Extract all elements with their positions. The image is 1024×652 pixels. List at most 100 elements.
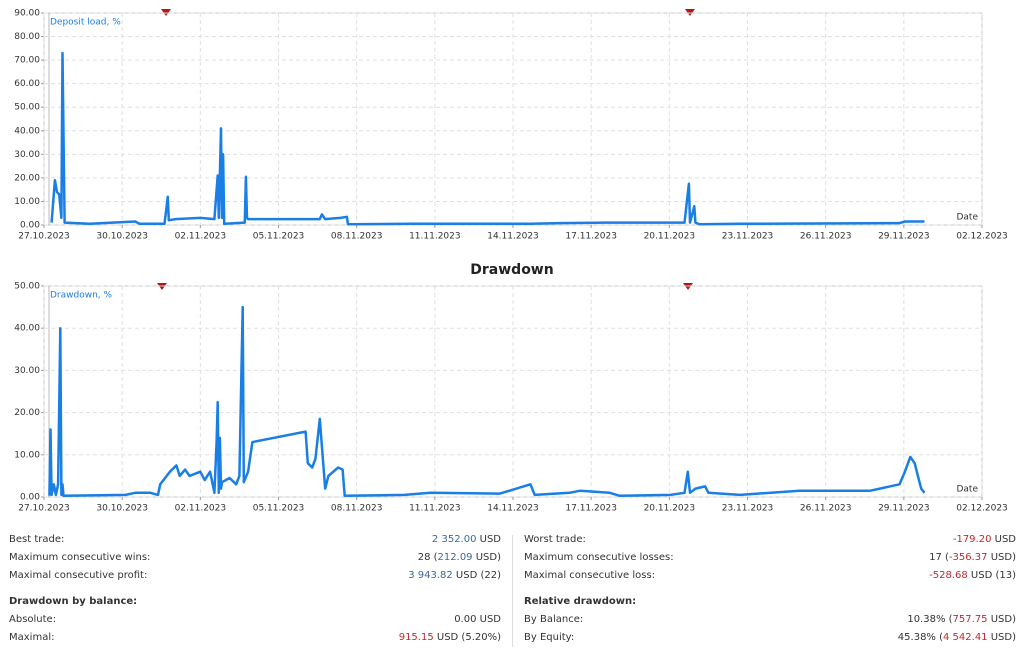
stat-text: 28 ( [417,552,438,563]
x-axis-label: Date [956,213,978,223]
stat-row: Absolute: 0.00 USD [9,611,501,629]
x-tick-label: 23.11.2023 [722,504,774,514]
stat-text: USD (13) [967,570,1016,581]
x-axis-label: Date [956,485,978,495]
stat-text: USD) [472,552,501,563]
divider [512,535,513,647]
stat-text: 45.38% ( [897,632,944,643]
x-tick-label: 23.11.2023 [722,232,774,242]
series-label: Deposit load, % [50,18,121,28]
y-tick-label: 20.00 [14,173,40,183]
x-tick-label: 11.11.2023 [409,232,461,242]
stat-label: Maximum consecutive losses: [524,552,674,563]
y-tick-label: 50.00 [14,103,40,113]
stat-text: 212.09 [437,552,473,563]
stat-row: Best trade: 2 352.00 USD [9,531,501,549]
stats: Best trade: 2 352.00 USD Maximum consecuti… [0,531,1024,652]
charts: 0.00 10.00 20.00 30.00 40.00 50.00 60.00 70.00 8… [14,9,1008,514]
stat-value: 3 943.82 USD (22) [408,567,501,585]
stat-row: Maximal consecutive profit: 3 943.82 USD … [9,567,501,585]
x-tick-label: 30.10.2023 [96,504,148,514]
stat-text: -528.68 [929,570,968,581]
stat-value: 2 352.00 USD [432,531,501,549]
series-label: Drawdown, % [50,291,113,301]
stat-text: USD) [987,552,1016,563]
y-tick-label: 50.00 [14,282,40,292]
stat-label: Worst trade: [524,534,586,545]
line-series [48,305,926,497]
stat-value: -528.68 USD (13) [929,567,1016,585]
x-tick-label: 26.11.2023 [800,504,852,514]
x-tick-label: 02.12.2023 [956,504,1008,514]
x-tick-label: 02.11.2023 [175,232,227,242]
section-heading: Relative drawdown: [524,596,637,607]
x-tick-label: 14.11.2023 [487,504,539,514]
x-tick-label: 02.11.2023 [175,504,227,514]
x-tick-label: 05.11.2023 [253,504,305,514]
stat-label: Maximal consecutive loss: [524,570,656,581]
x-tick-label: 30.10.2023 [96,232,148,242]
stat-text: USD) [987,614,1016,625]
x-tick-label: 11.11.2023 [409,504,461,514]
y-tick-label: 30.00 [14,366,40,376]
stat-row: By Equity: 45.38% (4 542.41 USD) [524,629,1016,647]
stat-value: 0.00 USD [454,611,501,629]
x-tick-label: 14.11.2023 [487,232,539,242]
y-tick-label: 0.00 [20,493,40,503]
stat-value: 915.15 USD (5.20%) [399,629,501,647]
stat-value: 28 (212.09 USD) [418,549,501,567]
y-tick-label: 60.00 [14,79,40,89]
x-tick-label: 05.11.2023 [253,232,305,242]
x-tick-label: 29.11.2023 [878,232,930,242]
y-tick-label: 90.00 [14,9,40,19]
y-tick-label: 0.00 [20,221,40,231]
stat-row: Maximum consecutive wins: 28 (212.09 USD) [9,549,501,567]
stat-text: 17 ( [929,552,949,563]
stat-value: 17 (-356.37 USD) [929,549,1016,567]
stat-row: Maximum consecutive losses: 17 (-356.37 U… [524,549,1016,567]
stat-text: 915.15 [398,632,434,643]
stat-text: 0.00 USD [454,614,501,625]
stat-column: Best trade: 2 352.00 USD Maximum consecuti… [9,531,501,647]
y-tick-label: 40.00 [14,126,40,136]
x-tick-label: 27.10.2023 [18,504,70,514]
stat-label: Maximal consecutive profit: [9,570,148,581]
stat-text: USD [476,534,501,545]
y-tick-label: 20.00 [14,408,40,418]
y-tick-label: 70.00 [14,56,40,66]
y-tick-label: 80.00 [14,32,40,42]
stat-text: 2 352.00 [431,534,477,545]
stat-text: USD (5.20%) [433,632,501,643]
x-tick-label: 08.11.2023 [331,504,383,514]
stat-text: 757.75 [952,614,988,625]
stat-label: Best trade: [9,534,65,545]
x-tick-label: 29.11.2023 [878,504,930,514]
stat-label: By Equity: [524,632,575,643]
stat-value: 10.38% (757.75 USD) [907,611,1016,629]
stat-value: 45.38% (4 542.41 USD) [898,629,1016,647]
stat-row: Maximal: 915.15 USD (5.20%) [9,629,501,647]
stat-row: Worst trade: -179.20 USD [524,531,1016,549]
y-tick-label: 30.00 [14,150,40,160]
stat-text: 3 943.82 [408,570,453,581]
stat-text: 4 542.41 [943,632,988,643]
stat-row: By Balance: 10.38% (757.75 USD) [524,611,1016,629]
stat-text: -179.20 [952,534,992,545]
stat-row: Maximal consecutive loss: -528.68 USD (13… [524,567,1016,585]
x-tick-label: 08.11.2023 [331,232,383,242]
chart-title: Drawdown [470,262,553,278]
x-tick-label: 27.10.2023 [18,232,70,242]
y-tick-label: 40.00 [14,324,40,334]
stat-text: USD (22) [452,570,501,581]
stat-text: -356.37 [948,552,988,563]
x-tick-label: 02.12.2023 [956,232,1008,242]
stat-text: USD [991,534,1016,545]
x-tick-label: 17.11.2023 [565,232,617,242]
stat-label: Absolute: [9,614,57,625]
x-tick-label: 20.11.2023 [644,504,696,514]
x-tick-label: 17.11.2023 [565,504,617,514]
x-tick-label: 20.11.2023 [644,232,696,242]
line-series [50,51,925,226]
x-tick-label: 26.11.2023 [800,232,852,242]
